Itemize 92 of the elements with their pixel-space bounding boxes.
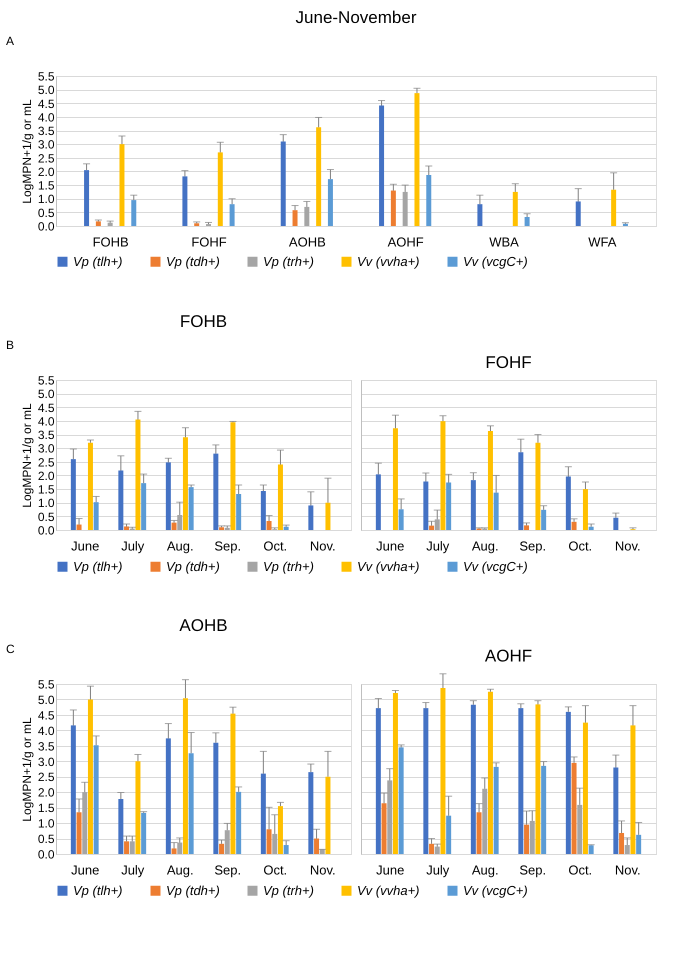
y-tick-label: 3.5 [38, 428, 55, 442]
y-tick-label: 0.5 [38, 832, 55, 846]
x-tick-label: AOHB [288, 234, 326, 250]
x-tick-label: Oct. [263, 538, 288, 554]
y-axis-title: LogMPN+1/g or mL [20, 716, 34, 822]
legend-label: Vv (vvha+) [357, 254, 420, 269]
y-tick-label: 2.5 [38, 455, 55, 470]
y-tick-label: 2.0 [38, 786, 55, 800]
y-tick-label: 3.5 [38, 739, 55, 754]
y-tick-label: 1.0 [38, 192, 55, 206]
x-tick-label: Aug. [472, 538, 499, 554]
legend-label: Vp (tlh+) [73, 254, 122, 269]
x-tick-label: June [71, 862, 100, 878]
chart-title: AOHB [179, 616, 228, 635]
x-tick-label: WBA [489, 234, 520, 250]
y-tick-label: 4.5 [38, 400, 55, 415]
y-tick-label: 4.5 [38, 96, 55, 111]
x-tick-label: Sep. [519, 862, 546, 878]
y-tick-label: 2.5 [38, 770, 55, 784]
chart-title: June-November [296, 8, 417, 27]
y-tick-label: 2.0 [38, 468, 55, 483]
x-tick-label: June [71, 538, 100, 554]
legend-label: Vv (vcgC+) [463, 558, 528, 574]
text: A [6, 34, 14, 48]
x-tick-label: Oct. [263, 862, 288, 878]
y-tick-label: 0.5 [38, 206, 55, 220]
x-tick-label: Sep. [214, 538, 242, 554]
y-tick-label: 4.0 [38, 414, 55, 428]
x-tick-label: WFA [588, 234, 617, 250]
y-tick-label: 1.5 [38, 801, 55, 816]
y-tick-label: 4.5 [38, 708, 55, 722]
chart-title: FOHF [485, 353, 532, 372]
x-tick-label: July [121, 862, 145, 878]
y-tick-label: 1.5 [38, 482, 55, 497]
x-tick-label: AOHF [388, 234, 424, 250]
x-tick-label: July [426, 862, 450, 878]
y-tick-label: 5.5 [38, 678, 55, 692]
x-tick-label: July [121, 538, 145, 554]
y-tick-label: 5.5 [38, 70, 55, 84]
y-tick-label: 2.5 [38, 151, 55, 166]
y-tick-label: 1.0 [38, 496, 55, 510]
chart-title: AOHF [484, 646, 532, 666]
legend-label: Vv (vcgC+) [463, 882, 528, 898]
x-tick-label: Aug. [472, 862, 499, 878]
x-tick-label: Oct. [568, 862, 592, 878]
legend-label: Vp (trh+) [263, 882, 314, 898]
y-tick-label: 0.0 [38, 220, 55, 234]
x-tick-label: Nov. [310, 862, 336, 878]
x-tick-label: Nov. [310, 538, 336, 554]
y-tick-label: 5.5 [38, 374, 55, 388]
legend-label: Vp (trh+) [263, 558, 314, 574]
text: C [6, 642, 15, 656]
x-tick-label: July [426, 538, 450, 554]
x-tick-label: Nov. [614, 862, 641, 878]
x-tick-label: Aug. [166, 538, 194, 554]
x-tick-label: June [376, 538, 404, 554]
legend-label: Vv (vvha+) [357, 558, 420, 574]
legend-label: Vv (vcgC+) [463, 254, 528, 269]
y-tick-label: 3.0 [38, 754, 55, 769]
y-tick-label: 5.0 [38, 387, 55, 402]
x-tick-label: FOHB [92, 234, 129, 250]
chart-title: FOHB [180, 312, 228, 331]
y-axis-title: LogMPN+1/g or mL [20, 98, 34, 204]
y-tick-label: 5.0 [38, 83, 55, 98]
y-tick-label: 3.0 [38, 138, 55, 152]
x-tick-label: FOHF [191, 234, 227, 250]
legend-label: Vp (trh+) [263, 254, 314, 269]
legend-label: Vv (vvha+) [357, 882, 420, 898]
y-tick-label: 0.0 [38, 524, 55, 538]
x-tick-label: Aug. [166, 862, 194, 878]
y-axis-title: LogMPN+1/g or mL [20, 402, 34, 508]
y-tick-label: 1.0 [38, 816, 55, 831]
y-tick-label: 2.0 [38, 164, 55, 179]
x-tick-label: June [376, 862, 404, 878]
y-tick-label: 1.5 [38, 178, 55, 193]
legend-label: Vp (tlh+) [73, 558, 122, 574]
legend-label: Vp (tlh+) [73, 882, 122, 898]
legend-label: Vp (tdh+) [166, 558, 220, 574]
y-tick-label: 0.0 [38, 848, 55, 862]
y-tick-label: 4.0 [38, 724, 55, 738]
x-tick-label: Sep. [519, 538, 546, 554]
y-tick-label: 0.5 [38, 510, 55, 524]
legend-label: Vp (tdh+) [166, 882, 220, 898]
x-tick-label: Nov. [614, 538, 641, 554]
legend-label: Vp (tdh+) [166, 254, 220, 269]
y-tick-label: 4.0 [38, 110, 55, 124]
text: B [6, 338, 14, 352]
y-tick-label: 5.0 [38, 692, 55, 707]
y-tick-label: 3.5 [38, 124, 55, 138]
x-tick-label: Sep. [214, 862, 242, 878]
x-tick-label: Oct. [568, 538, 592, 554]
y-tick-label: 3.0 [38, 442, 55, 456]
